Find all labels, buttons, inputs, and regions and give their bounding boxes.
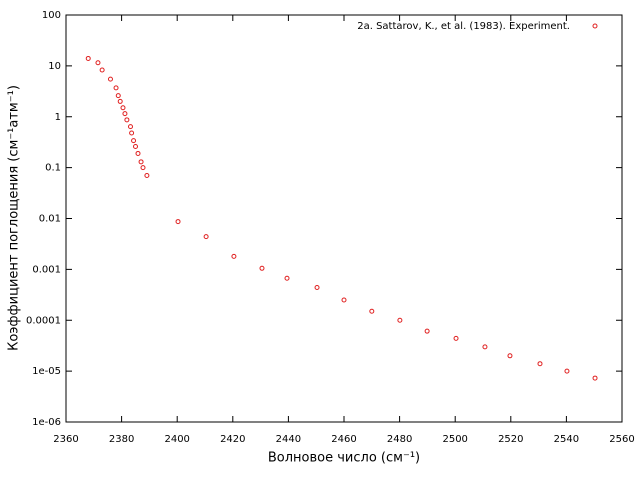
- data-point: [175, 219, 181, 225]
- x-tick-label: 2400: [164, 434, 189, 445]
- x-tick-label: 2440: [276, 434, 301, 445]
- data-point: [203, 234, 209, 240]
- data-point: [369, 308, 375, 314]
- data-point: [424, 328, 430, 334]
- x-tick-label: 2460: [331, 434, 356, 445]
- data-point: [482, 344, 488, 350]
- data-point: [284, 275, 290, 281]
- data-point: [144, 173, 150, 179]
- data-point: [131, 138, 137, 144]
- data-point: [124, 117, 130, 123]
- y-axis-label: Коэффициент поглощения (см⁻¹атм⁻¹): [7, 85, 22, 351]
- data-point: [453, 335, 459, 341]
- y-tick-label: 1: [55, 112, 61, 123]
- legend-marker: [592, 23, 598, 29]
- x-tick-label: 2540: [554, 434, 579, 445]
- data-point: [564, 368, 570, 374]
- data-point: [129, 130, 135, 136]
- data-point: [537, 361, 543, 367]
- data-point: [85, 55, 91, 61]
- data-point: [95, 60, 101, 66]
- data-point: [231, 253, 237, 259]
- data-point: [259, 265, 265, 271]
- data-point: [99, 67, 105, 73]
- data-point: [135, 150, 141, 156]
- x-tick-label: 2560: [609, 434, 634, 445]
- x-tick-label: 2500: [442, 434, 467, 445]
- y-tick-label: 0.001: [32, 264, 61, 275]
- data-point: [341, 297, 347, 303]
- y-tick-label: 10: [48, 61, 61, 72]
- x-axis-label: Волновое число (см⁻¹): [268, 451, 420, 466]
- x-tick-label: 2520: [498, 434, 523, 445]
- data-point: [115, 93, 121, 99]
- y-tick-label: 100: [42, 10, 61, 21]
- data-point: [397, 317, 403, 323]
- x-tick-label: 2360: [53, 434, 78, 445]
- y-tick-label: 1e-05: [32, 366, 61, 377]
- x-tick-label: 2480: [387, 434, 412, 445]
- x-tick-label: 2380: [109, 434, 134, 445]
- y-tick-label: 1e-06: [32, 417, 61, 428]
- data-point: [127, 124, 133, 130]
- data-point: [592, 375, 598, 381]
- data-point: [138, 159, 144, 165]
- data-point: [117, 98, 123, 104]
- y-tick-label: 0.1: [45, 163, 61, 174]
- data-point: [107, 76, 113, 82]
- data-point: [122, 111, 128, 117]
- y-tick-label: 0.01: [39, 214, 61, 225]
- data-point: [314, 285, 320, 291]
- y-tick-label: 0.0001: [26, 315, 61, 326]
- legend-label: 2a. Sattarov, K., et al. (1983). Experim…: [357, 21, 570, 32]
- data-point: [133, 144, 138, 150]
- data-point: [113, 85, 119, 91]
- x-tick-label: 2420: [220, 434, 245, 445]
- plot-frame: [65, 14, 623, 423]
- data-point: [140, 165, 146, 171]
- data-point: [120, 105, 126, 111]
- data-point: [507, 353, 513, 359]
